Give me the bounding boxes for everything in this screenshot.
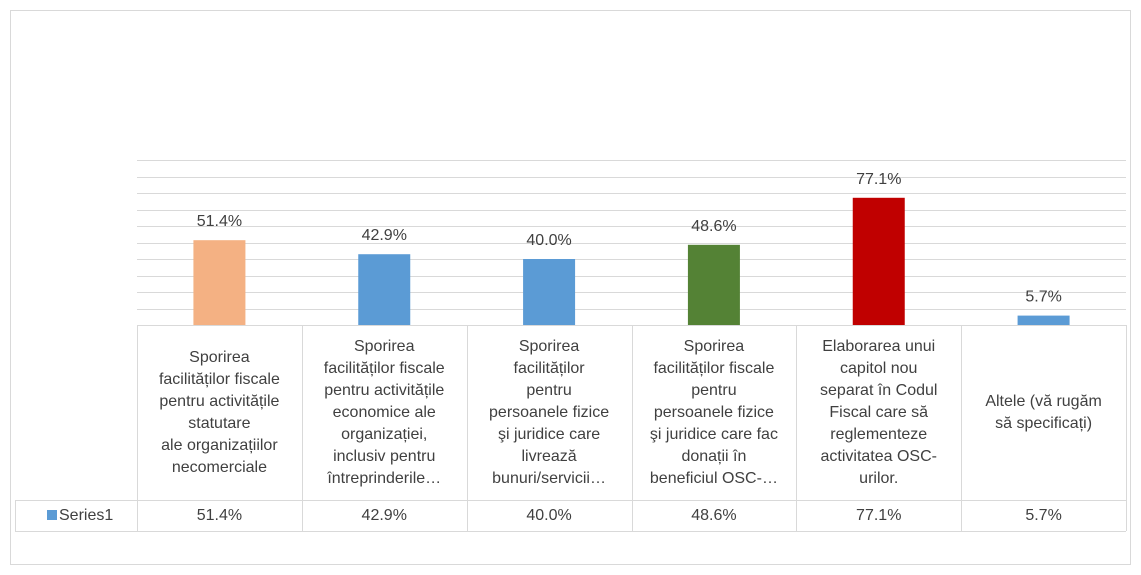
data-label: 5.7% <box>1025 289 1061 306</box>
table-value: 48.6% <box>691 507 737 524</box>
data-label: 48.6% <box>691 218 736 235</box>
category-label: Altele (vă rugăm să specificați) <box>985 393 1102 432</box>
category-label: Sporirea facilităților fiscale pentru ac… <box>323 338 445 487</box>
bar <box>852 197 905 325</box>
category-label: Elaborarea unui capitol nou separat în C… <box>820 338 938 487</box>
data-label: 77.1% <box>856 171 901 188</box>
data-label: 51.4% <box>197 213 242 230</box>
category-label: Sporirea facilităților fiscale pentru pe… <box>649 338 778 487</box>
table-value: 5.7% <box>1025 507 1062 524</box>
bar <box>193 240 246 325</box>
bar <box>358 254 411 325</box>
category-label: Sporirea facilităților pentru persoanele… <box>489 338 610 487</box>
table-value: 51.4% <box>196 507 243 524</box>
data-label: 42.9% <box>362 227 407 244</box>
legend-marker <box>47 510 57 520</box>
chart-border <box>10 10 1131 565</box>
bar <box>523 259 576 325</box>
bar <box>1017 315 1070 325</box>
data-label: 40.0% <box>526 232 571 249</box>
table-value: 42.9% <box>361 507 407 524</box>
bar <box>687 244 740 325</box>
table-value: 40.0% <box>526 507 572 524</box>
category-label: Sporirea facilităților fiscale pentru ac… <box>158 349 280 476</box>
table-value: 77.1% <box>856 507 902 524</box>
legend-label: Series1 <box>59 507 114 524</box>
